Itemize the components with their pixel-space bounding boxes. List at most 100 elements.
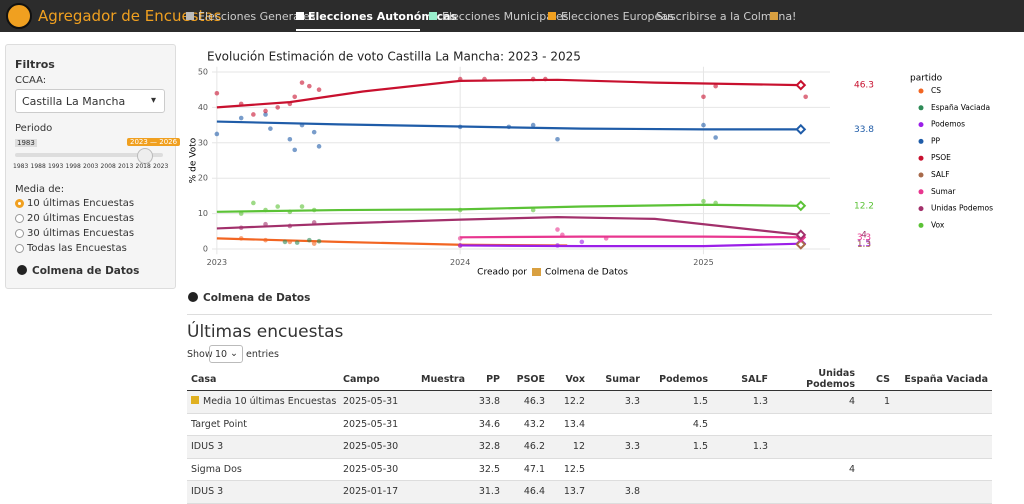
table-cell: Media 10 últimas Encuestas (187, 390, 339, 414)
y-tick-label: 20 (198, 174, 208, 183)
nav-link[interactable]: Elecciones Municipales (442, 10, 569, 23)
cell-text: 2025-05-30 (343, 441, 399, 453)
poll-point (555, 136, 560, 142)
x-tick-label: 2025 (693, 258, 713, 267)
cell-text: IDUS 3 (191, 441, 224, 453)
legend-swatch (918, 138, 924, 144)
table-cell: 46.2 (504, 435, 549, 459)
icon (188, 292, 198, 302)
table-cell: 1.5 (644, 435, 712, 459)
poll-point (713, 83, 718, 89)
brand[interactable]: Agregador de Encuestas (38, 7, 222, 25)
trend-line (216, 78, 801, 109)
cell-text: 12.2 (563, 396, 585, 408)
legend-swatch (918, 88, 924, 94)
table-cell: 2025-05-30 (339, 458, 412, 481)
cell-text: IDUS 3 (191, 486, 224, 498)
column-header[interactable]: Muestra (412, 368, 469, 391)
cell-text: 32.5 (478, 463, 500, 475)
slider-tick: 1988 (30, 163, 46, 170)
poll-point (555, 227, 560, 232)
nav-link[interactable]: Elecciones Europeas (561, 10, 674, 23)
radio[interactable] (15, 229, 24, 238)
legend-label: Podemos (931, 120, 965, 129)
column-header[interactable]: SALF (712, 368, 772, 391)
poll-point (701, 198, 706, 204)
end-label: 12.2 (854, 201, 874, 211)
cell-text: 1.3 (752, 441, 768, 453)
trend-line (460, 242, 801, 248)
poll-point (263, 108, 268, 114)
table-cell: 12.5 (549, 458, 589, 481)
column-header[interactable]: Sumar (589, 368, 644, 391)
cell-text: 13.7 (563, 486, 585, 498)
table-cell: 46.3 (504, 390, 549, 414)
column-header[interactable]: España Vaciada (894, 368, 992, 391)
table-cell (412, 435, 469, 459)
table-cell (589, 413, 644, 436)
column-header[interactable]: Podemos (644, 368, 712, 391)
x-tick-label: 2024 (450, 258, 470, 267)
cell-text: 4.5 (692, 418, 708, 430)
table-cell (894, 413, 992, 436)
section-title: Colmena de Datos (203, 292, 311, 304)
end-label: 3.3 (857, 233, 871, 243)
radio-label: 20 últimas Encuestas (27, 213, 135, 224)
polls-table: Casa Campo Muestra PP PSOE Vox Sumar Podemos SAL… (187, 368, 992, 504)
label: Periodo (15, 123, 53, 134)
nav-link[interactable]: Elecciones Generales (198, 10, 316, 23)
label: CCAA: (15, 75, 47, 86)
nav-link[interactable]: Elecciones Autonómicas (308, 10, 458, 23)
icon (548, 12, 556, 20)
table-cell: 3.3 (589, 390, 644, 414)
table-cell: 4.5 (644, 413, 712, 436)
icon (532, 268, 541, 276)
slider-tick: 2023 (153, 163, 169, 170)
table-cell: 43.2 (504, 413, 549, 436)
slider-tick: 1993 (48, 163, 64, 170)
poll-point (307, 83, 312, 89)
label: Media de: (15, 184, 65, 195)
table-cell (412, 390, 469, 414)
column-header[interactable]: Casa (187, 368, 339, 391)
divider (187, 314, 992, 315)
column-header[interactable]: CS (859, 368, 894, 391)
radio[interactable] (15, 199, 24, 208)
length-select[interactable]: 10 ⌄ (209, 345, 243, 363)
slider-tick: 1983 (13, 163, 29, 170)
legend-swatch (918, 155, 924, 161)
logo[interactable] (6, 3, 32, 29)
column-header[interactable]: PSOE (504, 368, 549, 391)
table-cell (859, 458, 894, 481)
poll-point (251, 200, 256, 206)
radio[interactable] (15, 214, 24, 223)
slider-min: 1983 (15, 139, 37, 147)
nav-link[interactable]: Suscribirse a la Colmena! (656, 10, 797, 23)
cell-text: Target Point (191, 418, 247, 430)
column-header[interactable]: Campo (339, 368, 412, 391)
table-cell: 2025-05-31 (339, 390, 412, 414)
slider-tick: 2013 (118, 163, 134, 170)
last-marker (795, 123, 807, 135)
legend-label: CS (931, 86, 941, 95)
table-cell: 47.1 (504, 458, 549, 481)
cell-text: 3.8 (624, 486, 640, 498)
table-cell: 4 (772, 390, 859, 414)
cell-text: 2025-05-31 (343, 418, 399, 430)
button[interactable]: Colmena de Datos (32, 265, 140, 277)
slider-tick: 2018 (135, 163, 151, 170)
plot-area (212, 66, 830, 255)
legend-label: PP (931, 136, 941, 145)
table-row: IDUS 3 2025-05-30 32.8 46.2 12 3.3 1.5 1.3 (187, 435, 992, 459)
poll-point (530, 122, 536, 128)
column-header[interactable]: Vox (549, 368, 589, 391)
poll-point (251, 112, 256, 117)
column-header[interactable]: Unidas Podemos (772, 368, 859, 391)
column-header[interactable]: PP (469, 368, 504, 391)
select[interactable]: Castilla La Mancha ▾ (15, 89, 165, 113)
slider-handle[interactable] (137, 148, 153, 164)
cell-text: 47.1 (523, 463, 545, 475)
table-cell: 3.8 (589, 480, 644, 504)
slider-track (15, 153, 163, 157)
radio[interactable] (15, 244, 24, 253)
